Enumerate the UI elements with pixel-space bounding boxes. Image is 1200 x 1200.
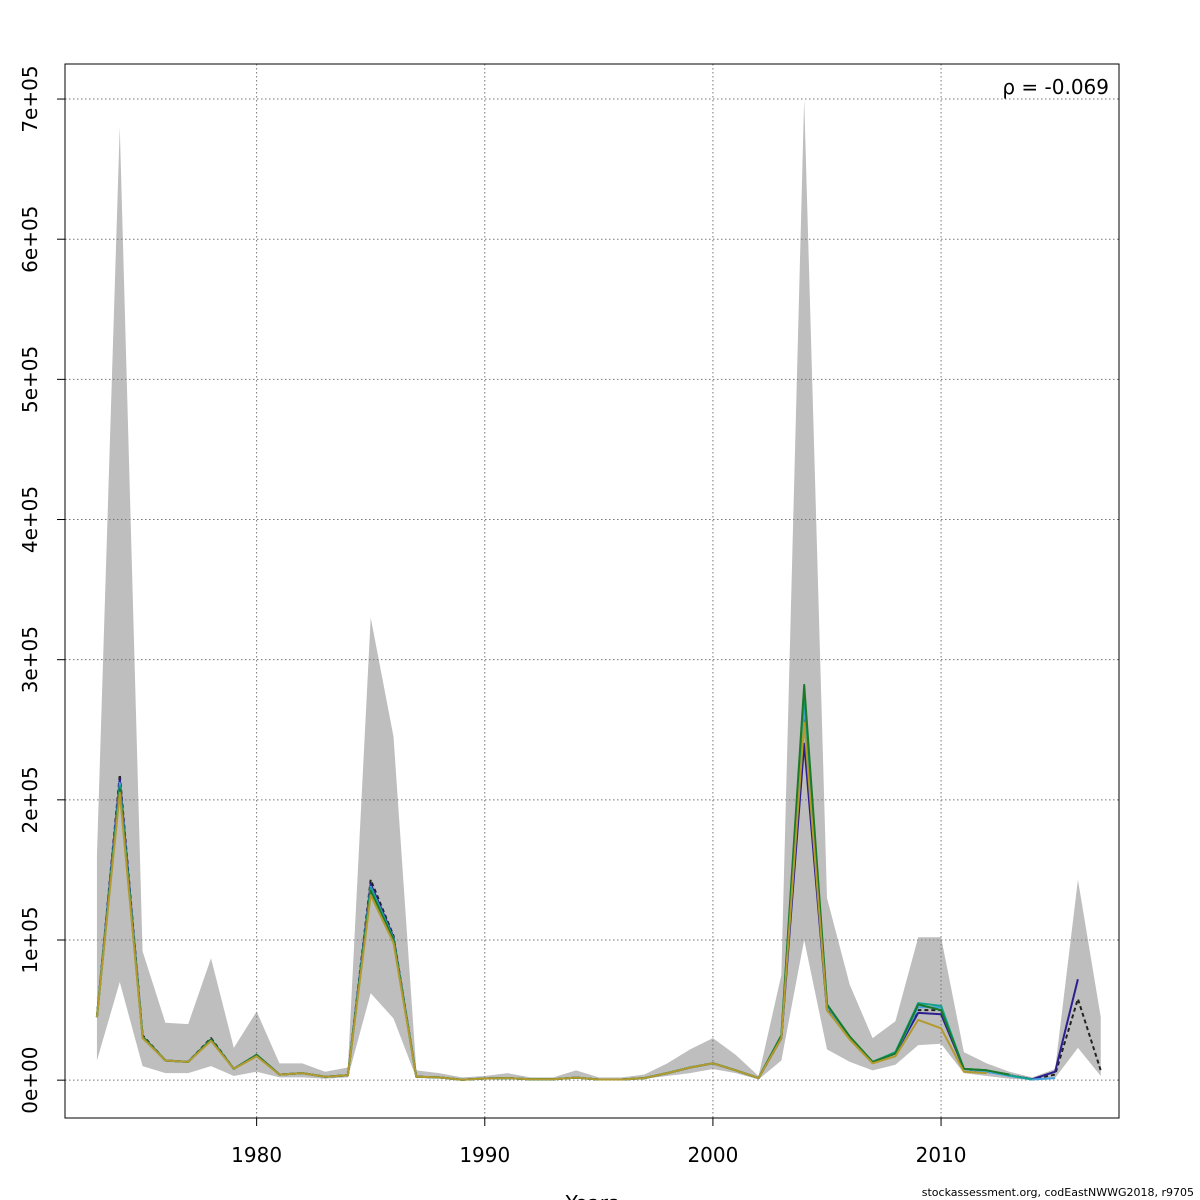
y-tick-label: 4e+05 — [18, 486, 42, 553]
series-line-1 — [95, 711, 1102, 1081]
y-tick-label: 7e+05 — [18, 65, 42, 132]
y-tick-label: 0e+00 — [18, 1047, 42, 1114]
y-tick-label: 2e+05 — [18, 766, 42, 833]
plot-frame — [64, 63, 1120, 1119]
series-line-6 — [95, 721, 987, 1081]
series-line-5 — [95, 683, 1010, 1081]
y-tick-label: 5e+05 — [18, 346, 42, 413]
confidence-band — [96, 99, 1101, 1080]
footer-credit: stockassessment.org, codEastNWWG2018, r9… — [922, 1186, 1194, 1199]
x-tick-label: 1980 — [231, 1143, 282, 1167]
axis-layer: 1980 1990 2000 2010 0e+00 1e+05 2e+05 3e+05 4e+0… — [18, 65, 967, 1167]
x-tick-label: 2010 — [916, 1143, 967, 1167]
x-tick-label: 1990 — [459, 1143, 510, 1167]
y-tick-label: 3e+05 — [18, 626, 42, 693]
x-axis-label: Years — [565, 1191, 619, 1200]
x-tick-label: 2000 — [687, 1143, 738, 1167]
series-layer — [95, 683, 1102, 1081]
grid-layer — [65, 64, 1119, 1118]
series-line-4 — [95, 692, 1033, 1081]
y-tick-label: 1e+05 — [18, 906, 42, 973]
rho-annotation: ρ = -0.069 — [1002, 75, 1109, 99]
confidence-band-layer — [96, 99, 1101, 1080]
y-tick-label: 6e+05 — [18, 206, 42, 273]
